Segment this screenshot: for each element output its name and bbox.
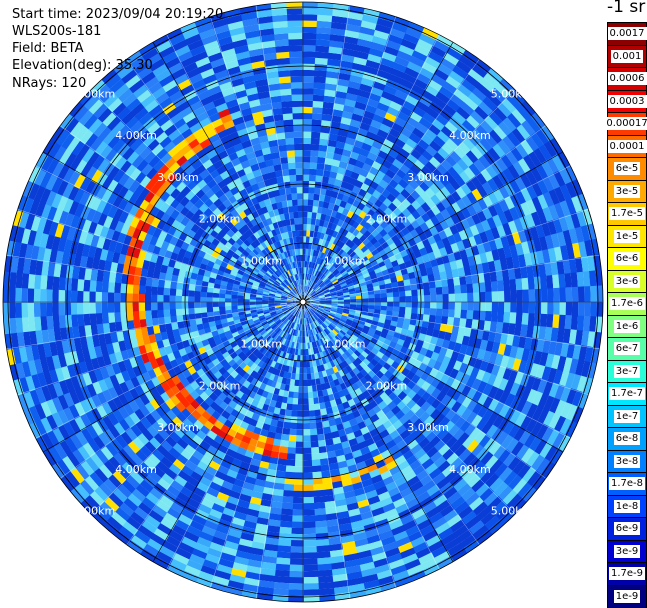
- colorbar-cell: 1e-5: [607, 225, 647, 249]
- range-label: 2.00km: [199, 379, 241, 392]
- colorbar-label: 1e-7: [614, 410, 641, 423]
- instrument-id: WLS200s-181: [12, 23, 223, 40]
- colorbar-label: 1.7e-7: [609, 387, 645, 400]
- colorbar-label: 1.7e-5: [609, 207, 645, 220]
- colorbar-cell: 3e-9: [607, 540, 647, 564]
- colorbar-label: 1.7e-9: [609, 567, 645, 580]
- range-label: 1.00km: [324, 254, 366, 267]
- range-label: 3.00km: [157, 421, 199, 434]
- elevation: Elevation(deg): 35.30: [12, 57, 223, 74]
- colorbar-cell: 6e-5: [607, 157, 647, 181]
- colorbar-label: 1e-6: [614, 320, 641, 333]
- colorbar-cell: 0.0017: [607, 22, 647, 46]
- colorbar-label: 3e-5: [614, 185, 641, 198]
- colorbar-label: 0.0003: [608, 95, 647, 108]
- colorbar-cell: 3e-8: [607, 450, 647, 474]
- range-label: 1.00km: [324, 338, 366, 351]
- colorbar-cell: 3e-5: [607, 180, 647, 204]
- range-label: 4.00km: [449, 463, 491, 476]
- range-label: 2.00km: [366, 379, 408, 392]
- range-label: 5.00km: [491, 87, 533, 100]
- colorbar-cell: 1.7e-5: [607, 202, 647, 226]
- colorbar-cell: 1.7e-8: [607, 472, 647, 496]
- colorbar-label: 1e-9: [614, 590, 641, 603]
- colorbar-cell: 1e-6: [607, 315, 647, 339]
- colorbar-cell: 0.00017: [607, 112, 647, 136]
- colorbar-cell: 0.001: [607, 45, 647, 69]
- colorbar-label: 3e-8: [614, 455, 641, 468]
- range-label: 4.00km: [449, 129, 491, 142]
- colorbar-unit: -1 sr: [607, 0, 645, 17]
- range-label: 4.00km: [115, 129, 157, 142]
- colorbar-label: 1.7e-6: [609, 297, 645, 310]
- scan-info: Start time: 2023/09/04 20:19:20 WLS200s-…: [12, 6, 223, 92]
- range-label: 2.00km: [199, 213, 241, 226]
- colorbar-cell: 0.0006: [607, 67, 647, 91]
- range-label: 5.00km: [491, 505, 533, 518]
- colorbar-cell: 1.7e-9: [607, 562, 647, 586]
- colorbar-cell: 3e-7: [607, 360, 647, 384]
- colorbar-label: 3e-7: [614, 365, 641, 378]
- colorbar-cell: 1e-9: [607, 585, 647, 608]
- range-label: 3.00km: [407, 171, 449, 184]
- colorbar-label: 1.7e-8: [609, 477, 645, 490]
- colorbar-cell: 3e-6: [607, 270, 647, 294]
- range-label: 3.00km: [157, 171, 199, 184]
- colorbar-cell: 0.0001: [607, 135, 647, 159]
- colorbar-label: 3e-9: [614, 545, 641, 558]
- range-label: 1.00km: [241, 338, 283, 351]
- colorbar-cell: 1.7e-6: [607, 292, 647, 316]
- colorbar-label: 1e-8: [614, 500, 641, 513]
- range-label: 5.00km: [74, 505, 116, 518]
- colorbar-label: 0.0006: [608, 72, 647, 85]
- range-label: 1.00km: [241, 254, 283, 267]
- colorbar-cell: 6e-7: [607, 337, 647, 361]
- nrays: NRays: 120: [12, 75, 223, 92]
- colorbar-cell: 6e-8: [607, 427, 647, 451]
- start-time: Start time: 2023/09/04 20:19:20: [12, 6, 223, 23]
- colorbar-cell: 6e-6: [607, 247, 647, 271]
- colorbar-label: 0.00017: [604, 117, 647, 130]
- colorbar-label: 6e-7: [614, 342, 641, 355]
- colorbar: 0.0017 0.001 0.0006 0.0003 0.00017 0.0001 6e-5…: [607, 22, 647, 607]
- colorbar-label: 6e-9: [614, 522, 641, 535]
- colorbar-label: 0.0001: [608, 140, 647, 153]
- colorbar-label: 6e-5: [614, 162, 641, 175]
- field-name: Field: BETA: [12, 40, 223, 57]
- colorbar-label: 0.0017: [608, 27, 647, 40]
- colorbar-cell: 1e-8: [607, 495, 647, 519]
- colorbar-cell: 6e-9: [607, 517, 647, 541]
- range-label: 2.00km: [366, 213, 408, 226]
- colorbar-label: 6e-6: [614, 252, 641, 265]
- colorbar-label: 3e-6: [614, 275, 641, 288]
- colorbar-label: 1e-5: [614, 230, 641, 243]
- colorbar-cell: 1e-7: [607, 405, 647, 429]
- range-label: 3.00km: [407, 421, 449, 434]
- colorbar-cell: 0.0003: [607, 90, 647, 114]
- colorbar-cell: 1.7e-7: [607, 382, 647, 406]
- colorbar-label: 6e-8: [614, 432, 641, 445]
- colorbar-label: 0.001: [611, 50, 644, 63]
- range-label: 4.00km: [115, 463, 157, 476]
